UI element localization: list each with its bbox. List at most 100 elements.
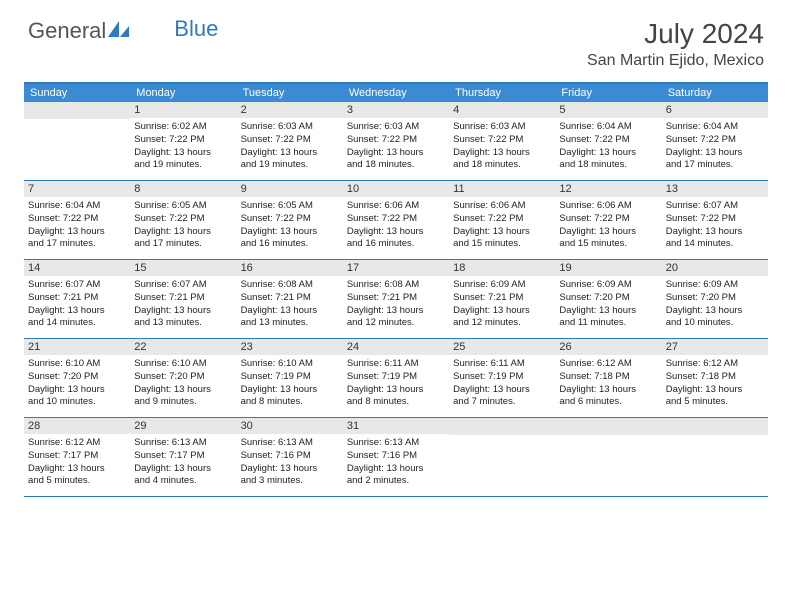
day-line: Sunset: 7:16 PM xyxy=(347,450,445,463)
day-number: 27 xyxy=(662,339,768,355)
day-line: and 17 minutes. xyxy=(666,159,764,172)
day-cell: 4Sunrise: 6:03 AMSunset: 7:22 PMDaylight… xyxy=(449,102,555,180)
day-body xyxy=(555,435,661,441)
day-body: Sunrise: 6:05 AMSunset: 7:22 PMDaylight:… xyxy=(237,197,343,254)
day-body: Sunrise: 6:03 AMSunset: 7:22 PMDaylight:… xyxy=(449,118,555,175)
title-block: July 2024 San Martin Ejido, Mexico xyxy=(587,18,764,70)
day-line: Sunset: 7:22 PM xyxy=(559,134,657,147)
day-line: Daylight: 13 hours xyxy=(134,384,232,397)
day-line: Sunrise: 6:09 AM xyxy=(453,279,551,292)
day-number: 26 xyxy=(555,339,661,355)
day-line: Sunset: 7:21 PM xyxy=(134,292,232,305)
day-line: Sunrise: 6:11 AM xyxy=(347,358,445,371)
logo-text-blue: Blue xyxy=(174,16,218,42)
day-number: 22 xyxy=(130,339,236,355)
day-line: Sunset: 7:21 PM xyxy=(453,292,551,305)
weekday-header: Thursday xyxy=(449,84,555,102)
day-body: Sunrise: 6:06 AMSunset: 7:22 PMDaylight:… xyxy=(555,197,661,254)
day-cell xyxy=(24,102,130,180)
day-number: 2 xyxy=(237,102,343,118)
day-cell: 6Sunrise: 6:04 AMSunset: 7:22 PMDaylight… xyxy=(662,102,768,180)
day-line: Daylight: 13 hours xyxy=(241,147,339,160)
week-row: 14Sunrise: 6:07 AMSunset: 7:21 PMDayligh… xyxy=(24,260,768,339)
weekday-header: Monday xyxy=(130,84,236,102)
day-line: and 13 minutes. xyxy=(134,317,232,330)
week-row: 1Sunrise: 6:02 AMSunset: 7:22 PMDaylight… xyxy=(24,102,768,181)
day-line: and 19 minutes. xyxy=(134,159,232,172)
day-line: Sunrise: 6:06 AM xyxy=(559,200,657,213)
day-line: Sunrise: 6:05 AM xyxy=(134,200,232,213)
day-number: 25 xyxy=(449,339,555,355)
day-body: Sunrise: 6:13 AMSunset: 7:17 PMDaylight:… xyxy=(130,434,236,491)
day-line: Sunset: 7:22 PM xyxy=(453,134,551,147)
week-row: 28Sunrise: 6:12 AMSunset: 7:17 PMDayligh… xyxy=(24,418,768,497)
day-line: Daylight: 13 hours xyxy=(134,147,232,160)
day-line: Daylight: 13 hours xyxy=(347,147,445,160)
day-number: 20 xyxy=(662,260,768,276)
day-body: Sunrise: 6:08 AMSunset: 7:21 PMDaylight:… xyxy=(343,276,449,333)
day-line: Daylight: 13 hours xyxy=(559,226,657,239)
weekday-header: Sunday xyxy=(24,84,130,102)
day-line: Sunset: 7:18 PM xyxy=(559,371,657,384)
day-line: and 8 minutes. xyxy=(347,396,445,409)
day-number: 7 xyxy=(24,181,130,197)
day-line: and 16 minutes. xyxy=(241,238,339,251)
day-line: Sunset: 7:22 PM xyxy=(134,134,232,147)
day-body: Sunrise: 6:08 AMSunset: 7:21 PMDaylight:… xyxy=(237,276,343,333)
day-cell: 8Sunrise: 6:05 AMSunset: 7:22 PMDaylight… xyxy=(130,181,236,259)
day-number xyxy=(555,418,661,435)
day-line: and 11 minutes. xyxy=(559,317,657,330)
day-number: 23 xyxy=(237,339,343,355)
day-body: Sunrise: 6:13 AMSunset: 7:16 PMDaylight:… xyxy=(237,434,343,491)
day-line: and 9 minutes. xyxy=(134,396,232,409)
day-body: Sunrise: 6:11 AMSunset: 7:19 PMDaylight:… xyxy=(449,355,555,412)
day-line: Daylight: 13 hours xyxy=(453,305,551,318)
day-cell: 22Sunrise: 6:10 AMSunset: 7:20 PMDayligh… xyxy=(130,339,236,417)
day-cell xyxy=(662,418,768,496)
day-line: Sunset: 7:22 PM xyxy=(453,213,551,226)
day-line: and 14 minutes. xyxy=(666,238,764,251)
day-body: Sunrise: 6:02 AMSunset: 7:22 PMDaylight:… xyxy=(130,118,236,175)
day-line: Sunset: 7:21 PM xyxy=(347,292,445,305)
day-line: Sunset: 7:17 PM xyxy=(28,450,126,463)
day-line: Daylight: 13 hours xyxy=(453,384,551,397)
day-number: 15 xyxy=(130,260,236,276)
day-cell: 1Sunrise: 6:02 AMSunset: 7:22 PMDaylight… xyxy=(130,102,236,180)
day-number: 19 xyxy=(555,260,661,276)
day-line: Sunset: 7:22 PM xyxy=(666,134,764,147)
day-number xyxy=(24,102,130,119)
day-cell: 3Sunrise: 6:03 AMSunset: 7:22 PMDaylight… xyxy=(343,102,449,180)
day-body: Sunrise: 6:06 AMSunset: 7:22 PMDaylight:… xyxy=(449,197,555,254)
day-line: and 14 minutes. xyxy=(28,317,126,330)
day-line: Daylight: 13 hours xyxy=(666,305,764,318)
day-body: Sunrise: 6:05 AMSunset: 7:22 PMDaylight:… xyxy=(130,197,236,254)
day-line: Sunrise: 6:06 AM xyxy=(453,200,551,213)
weekday-header: Tuesday xyxy=(237,84,343,102)
day-number xyxy=(662,418,768,435)
day-line: and 19 minutes. xyxy=(241,159,339,172)
day-cell: 19Sunrise: 6:09 AMSunset: 7:20 PMDayligh… xyxy=(555,260,661,338)
day-cell: 28Sunrise: 6:12 AMSunset: 7:17 PMDayligh… xyxy=(24,418,130,496)
day-number: 17 xyxy=(343,260,449,276)
day-number: 18 xyxy=(449,260,555,276)
day-line: Sunrise: 6:10 AM xyxy=(28,358,126,371)
day-number: 31 xyxy=(343,418,449,434)
day-line: Sunset: 7:22 PM xyxy=(241,134,339,147)
day-body: Sunrise: 6:09 AMSunset: 7:20 PMDaylight:… xyxy=(555,276,661,333)
day-cell xyxy=(555,418,661,496)
logo-sail-icon xyxy=(106,19,132,44)
day-body: Sunrise: 6:10 AMSunset: 7:20 PMDaylight:… xyxy=(130,355,236,412)
day-body: Sunrise: 6:10 AMSunset: 7:19 PMDaylight:… xyxy=(237,355,343,412)
day-line: Sunrise: 6:13 AM xyxy=(134,437,232,450)
day-number: 3 xyxy=(343,102,449,118)
weekday-header: Saturday xyxy=(662,84,768,102)
day-line: Daylight: 13 hours xyxy=(28,305,126,318)
day-body xyxy=(662,435,768,441)
day-number: 12 xyxy=(555,181,661,197)
day-cell xyxy=(449,418,555,496)
day-line: Daylight: 13 hours xyxy=(28,226,126,239)
day-line: Daylight: 13 hours xyxy=(134,226,232,239)
day-line: and 5 minutes. xyxy=(666,396,764,409)
day-line: Sunset: 7:21 PM xyxy=(28,292,126,305)
day-line: Daylight: 13 hours xyxy=(666,226,764,239)
